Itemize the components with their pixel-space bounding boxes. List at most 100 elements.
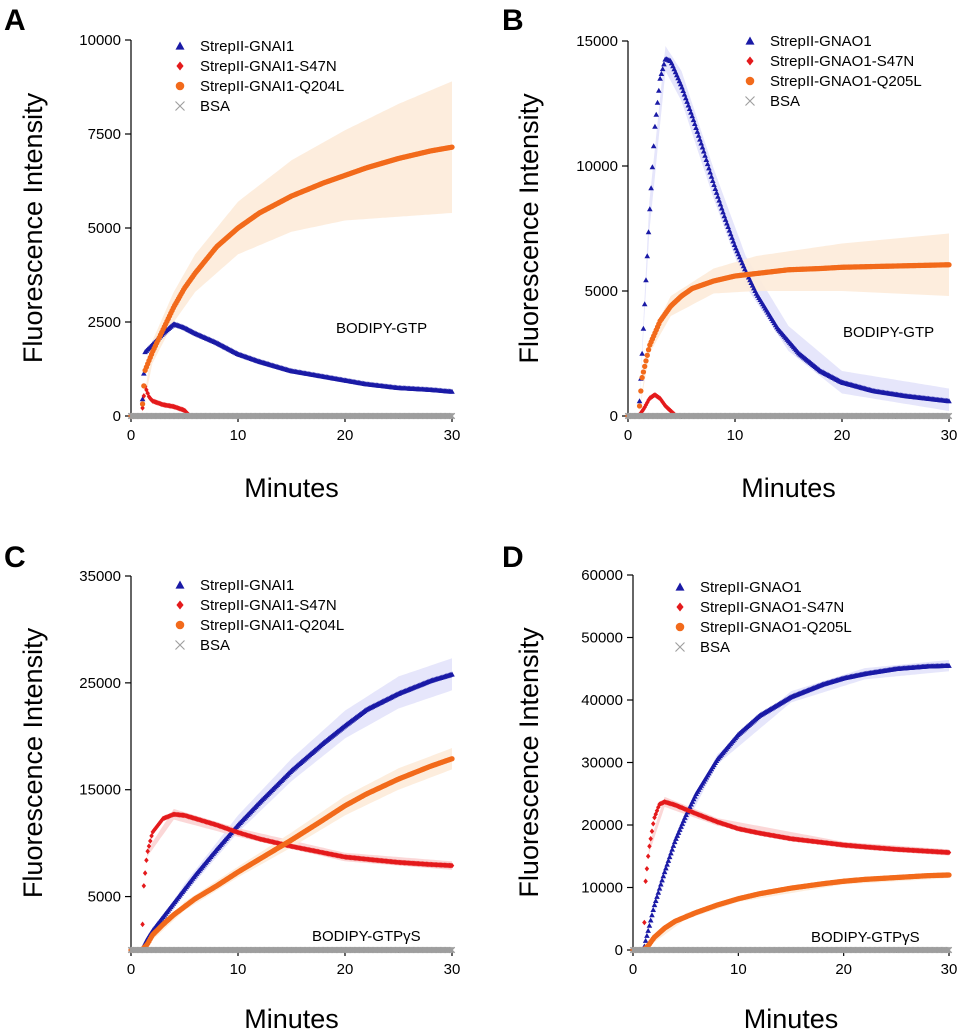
panel-b-point (704, 161, 711, 167)
panel-d-point (690, 796, 697, 802)
panel-b-point (720, 209, 726, 215)
panel-b-series-2 (625, 262, 952, 419)
panel-c-point (158, 819, 163, 825)
panel-d-legend-marker (676, 602, 684, 612)
panel-d-legend-entry: StrepII-GNAO1-S47N (700, 599, 844, 616)
panel-b-point (644, 253, 651, 259)
panel-b-annotation: BODIPY-GTP (843, 324, 934, 341)
panel-a-point (182, 408, 188, 414)
panel-d-point (651, 902, 658, 908)
panel-b-point (685, 102, 692, 108)
panel-b-point (641, 301, 648, 307)
panel-c-band-2 (141, 748, 452, 950)
panel-c-x-tick-label: 20 (337, 961, 354, 978)
panel-c-point (151, 827, 157, 834)
panel-c-point (145, 848, 150, 855)
panel-d-point (652, 897, 659, 903)
panel-c-series-3 (127, 946, 456, 954)
panel-b-point (645, 229, 652, 235)
panel-b-legend-entry: StrepII-GNAO1 (770, 33, 872, 50)
panel-d-point (665, 857, 672, 863)
panel-b-point (659, 397, 664, 404)
panel-c-point (449, 756, 455, 762)
panel-c-point (449, 862, 455, 869)
panel-b-point (654, 99, 661, 105)
panel-d-point (946, 662, 952, 668)
panel-a-point (141, 370, 147, 376)
panel-b-point (682, 95, 689, 101)
panel-b-y-axis-label: Fluorescence Intensity (514, 93, 544, 364)
panel-b-point (679, 84, 685, 90)
panel-b-point (653, 111, 660, 117)
panel-b-point (699, 144, 706, 150)
panel-a-y-tick-label: 7500 (88, 126, 121, 143)
panel-b-point (694, 128, 701, 134)
panel-b-point (717, 201, 724, 207)
panel-d-point (669, 846, 675, 852)
panel-b-y-tick-label: 0 (610, 408, 618, 425)
panel-c-point (153, 825, 158, 832)
panel-b-x-tick-label: 30 (941, 427, 958, 444)
panel-d-point (943, 946, 950, 954)
panel-b-series-0 (625, 56, 952, 419)
panel-b-x-axis-label: Minutes (741, 473, 836, 503)
panel-a-y-tick-label: 5000 (88, 220, 121, 237)
panel-b-point (686, 106, 693, 112)
panel-d-point (666, 854, 673, 860)
panel-b-band-0 (638, 46, 949, 416)
panel-d-point (660, 873, 667, 879)
panel-d-point (673, 835, 679, 841)
panel-d-point (648, 835, 653, 842)
panel-c-y-tick-label: 15000 (79, 782, 121, 799)
panel-c-legend-entry: StrepII-GNAI1-Q204L (200, 617, 344, 634)
panel-c-point (146, 843, 152, 849)
panel-b-point (718, 205, 725, 211)
panel-d-point (656, 804, 661, 811)
panel-a-x-tick-label: 20 (337, 427, 354, 444)
panel-b-y-tick-label: 5000 (585, 283, 618, 300)
panel-b-point (650, 143, 657, 149)
panel-c-y-axis-label: Fluorescence Intensity (18, 627, 48, 898)
panel-b-point (646, 397, 651, 403)
panel-b-point (943, 412, 950, 420)
panel-a-y-tick-label: 10000 (79, 32, 121, 49)
panel-b-point (661, 401, 667, 407)
panel-d-point (647, 917, 654, 923)
panel-b-point (666, 406, 672, 413)
panel-d-point (645, 927, 651, 933)
panel-b-point (689, 113, 695, 119)
panel-b-point (946, 398, 952, 404)
panel-b-series-3 (624, 412, 953, 420)
panel-c-x-tick-label: 30 (444, 961, 461, 978)
panel-d: D 0 10 20 30 0 10000 20000 30000 40000 50000 60000 F… (502, 541, 957, 1031)
panel-b-point (645, 347, 652, 353)
panel-c-x-tick-label: 10 (230, 961, 247, 978)
panel-d-point (682, 814, 688, 820)
panel-a-point (447, 412, 454, 420)
panel-a-point (141, 393, 147, 399)
panel-b-point (659, 66, 666, 72)
panel-c-point (448, 946, 456, 954)
panel-c-point (150, 829, 156, 835)
panel-a-legend-marker (175, 81, 185, 91)
panel-d-point (664, 861, 670, 867)
panel-b-x-tick-label: 0 (624, 427, 632, 444)
panel-d-x-tick-label: 0 (629, 961, 637, 978)
panel-c-letter: C (4, 541, 26, 574)
panel-b-point (695, 132, 702, 138)
panel-d-point (679, 820, 686, 826)
panel-a-annotation: BODIPY-GTP (336, 320, 427, 337)
panel-b-point (729, 234, 735, 240)
panel-d-point (642, 937, 649, 943)
panel-b-point (640, 369, 647, 375)
panel-b-legend-entry: StrepII-GNAO1-S47N (770, 53, 914, 70)
panel-b-point (638, 388, 644, 394)
panel-d-point (946, 872, 952, 878)
panel-b-letter: B (502, 4, 524, 37)
panel-b-legend-entry: BSA (770, 93, 800, 110)
panel-b-point (688, 109, 694, 115)
panel-d-y-tick-label: 30000 (581, 755, 623, 772)
panel-a-point (448, 412, 456, 420)
panel-b-point (712, 185, 719, 191)
panel-d-point (945, 946, 953, 954)
